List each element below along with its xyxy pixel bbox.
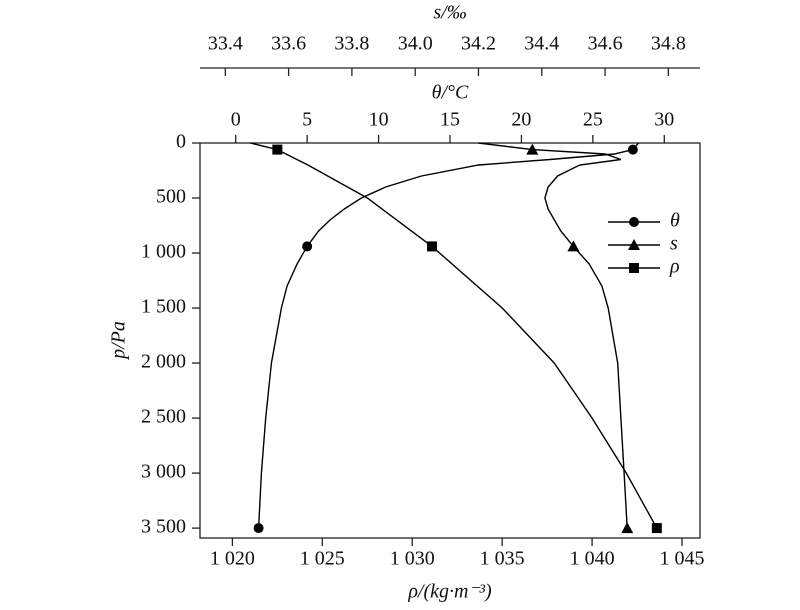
data-line — [250, 142, 658, 529]
x-tick-label: 1 035 — [480, 548, 525, 570]
legend-label: θ — [670, 210, 680, 232]
x-tick-label: 1 020 — [210, 548, 255, 570]
y-tick-label: 500 — [156, 186, 186, 208]
x-tick-label: 5 — [302, 109, 312, 131]
x-tick-label: 34.6 — [588, 33, 623, 55]
marker — [627, 144, 638, 155]
legend-marker — [628, 239, 640, 250]
x-axis-label: θ/°C — [432, 82, 469, 104]
marker — [526, 143, 539, 155]
x-tick-label: 34.0 — [398, 33, 433, 55]
x-tick-label: 34.4 — [524, 33, 559, 55]
marker — [302, 241, 313, 252]
x-axis-label: s/‰ — [433, 2, 466, 24]
x-tick-label: 20 — [511, 109, 531, 131]
x-tick-label: 34.2 — [461, 33, 496, 55]
marker — [427, 241, 438, 252]
legend-label: ρ — [669, 256, 680, 278]
y-axis-label: p/Pa — [108, 321, 130, 361]
x-tick-label: 25 — [583, 109, 603, 131]
x-tick-label: 1 025 — [300, 548, 345, 570]
y-tick-label: 3 000 — [141, 461, 186, 483]
x-tick-label: 1 040 — [570, 548, 615, 570]
y-tick-label: 2 500 — [141, 406, 186, 428]
x-tick-label: 10 — [369, 109, 389, 131]
y-tick-label: 1 500 — [141, 296, 186, 318]
legend-marker — [629, 263, 639, 273]
x-axis-label: ρ/(kg·m⁻³) — [407, 581, 492, 603]
y-tick-label: 2 000 — [141, 351, 186, 373]
x-tick-label: 15 — [440, 109, 460, 131]
x-tick-label: 34.8 — [651, 33, 686, 55]
x-tick-label: 30 — [654, 109, 674, 131]
x-tick-label: 33.4 — [208, 33, 243, 55]
legend-marker — [629, 217, 639, 227]
legend-label: s — [670, 233, 678, 255]
marker — [253, 523, 264, 534]
x-tick-label: 1 045 — [660, 548, 705, 570]
x-tick-label: 33.8 — [334, 33, 369, 55]
marker — [272, 144, 283, 155]
marker — [651, 523, 662, 534]
data-line — [257, 142, 640, 529]
x-tick-label: 1 030 — [390, 548, 435, 570]
y-tick-label: 0 — [176, 131, 186, 153]
x-tick-label: 33.6 — [271, 33, 306, 55]
y-tick-label: 1 000 — [141, 241, 186, 263]
marker — [621, 522, 634, 534]
y-tick-label: 3 500 — [141, 516, 186, 538]
data-line — [478, 142, 628, 529]
x-tick-label: 0 — [231, 109, 241, 131]
marker — [567, 240, 580, 252]
